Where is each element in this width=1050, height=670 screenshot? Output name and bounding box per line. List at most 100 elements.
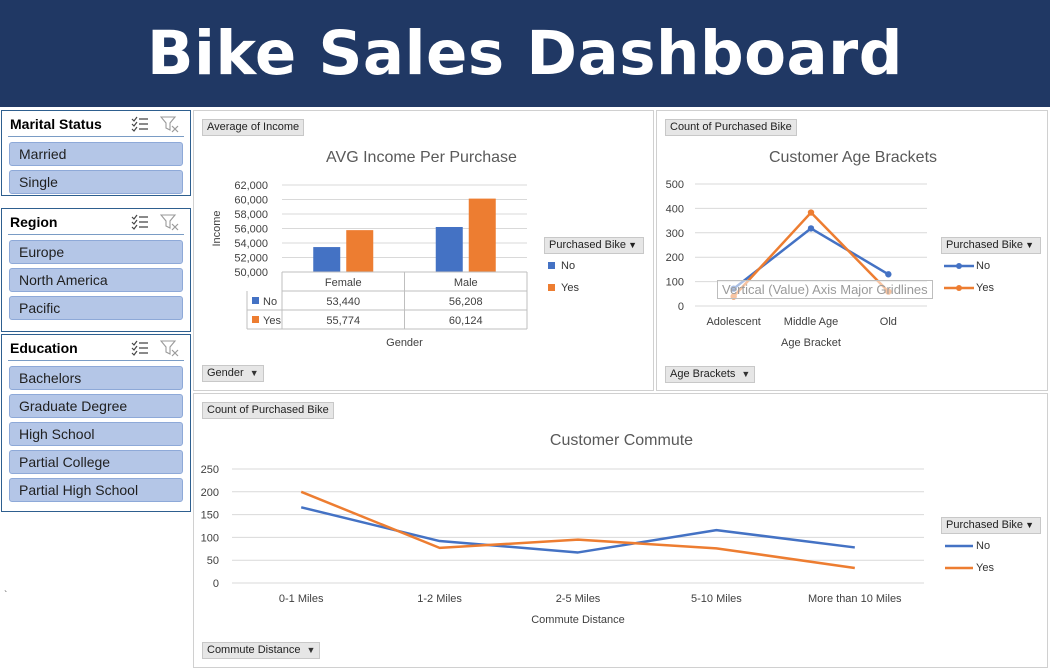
y-tick-label: 50,000 — [234, 267, 268, 279]
y-tick-label: 100 — [201, 532, 219, 544]
commute-chart-panel: Count of Purchased Bike Customer Commute… — [193, 393, 1048, 668]
y-tick-label: 60,000 — [234, 195, 268, 207]
bar-yes — [346, 230, 374, 272]
slicer-item-graduate-degree[interactable]: Graduate Degree — [9, 394, 183, 418]
y-tick-label: 0 — [213, 578, 219, 590]
y-tick-label: 400 — [666, 203, 684, 215]
clear-filter-icon[interactable] — [160, 213, 180, 231]
table-value: 55,774 — [326, 315, 360, 327]
dashboard-banner: Bike Sales Dashboard — [0, 0, 1050, 107]
y-tick-label: 62,000 — [234, 180, 268, 192]
value-field-button[interactable]: Count of Purchased Bike — [202, 402, 334, 419]
dashboard-title: Bike Sales Dashboard — [147, 18, 903, 89]
value-field-button[interactable]: Count of Purchased Bike — [665, 119, 797, 136]
slicer-education: Education Bachelors Graduate Degree High… — [1, 334, 191, 512]
x-category-label: Middle Age — [784, 316, 838, 328]
table-value: 56,208 — [449, 296, 483, 308]
dropdown-arrow-icon: ▼ — [1025, 520, 1034, 530]
income-bar-chart: 50,000 52,000 54,000 56,000 58,000 60,000 62,0… — [211, 180, 528, 349]
legend-line-icon — [944, 263, 974, 270]
bar-no — [313, 247, 341, 272]
y-tick-label: 200 — [201, 487, 219, 499]
dropdown-arrow-icon: ▼ — [628, 240, 637, 250]
stray-mark: ` — [4, 590, 8, 601]
y-tick-label: 500 — [666, 179, 684, 191]
chart-title: Customer Commute — [549, 432, 694, 449]
multi-select-icon[interactable] — [130, 115, 150, 133]
legend-item-yes: Yes — [548, 282, 579, 294]
x-axis-title: Commute Distance — [531, 614, 625, 626]
multi-select-icon[interactable] — [130, 339, 150, 357]
hover-tooltip: Vertical (Value) Axis Major Gridlines — [717, 280, 933, 299]
x-category-label: Female — [325, 277, 362, 289]
y-tick-label: 56,000 — [234, 224, 268, 236]
legend-field-button[interactable]: Purchased Bike ▼ — [941, 237, 1041, 254]
x-axis-title: Gender — [386, 337, 423, 349]
chart-title: AVG Income Per Purchase — [326, 149, 517, 166]
x-category-label: 1-2 Miles — [417, 593, 462, 605]
slicer-item-partial-high-school[interactable]: Partial High School — [9, 478, 183, 502]
legend-label: Yes — [561, 282, 579, 294]
dropdown-arrow-icon: ▼ — [1025, 240, 1034, 250]
legend-line-icon — [945, 544, 973, 548]
slicer-header: Education — [8, 335, 184, 361]
legend-field-button[interactable]: Purchased Bike ▼ — [544, 237, 644, 254]
slicer-marital-status: Marital Status Married Single — [1, 110, 191, 196]
slicer-header: Region — [8, 209, 184, 235]
table-value: 53,440 — [326, 296, 360, 308]
legend-swatch-icon — [548, 262, 555, 269]
legend-label: Yes — [976, 562, 994, 574]
table-legend-key — [252, 316, 259, 323]
dropdown-arrow-icon: ▼ — [741, 369, 751, 379]
slicer-item-pacific[interactable]: Pacific — [9, 296, 183, 320]
chart-title: Customer Age Brackets — [768, 149, 938, 166]
legend-title: Purchased Bike — [946, 239, 1024, 251]
y-tick-label: 150 — [201, 510, 219, 522]
value-field-button[interactable]: Average of Income — [202, 119, 305, 136]
table-row-label: No — [263, 296, 277, 308]
legend-item-no: No — [945, 540, 990, 552]
commute-line-chart: 0 50 100 150 200 250 0-1 Miles 1-2 Miles 2-5 Mil… — [201, 464, 924, 626]
legend-label: No — [976, 260, 991, 272]
x-category-label: Old — [880, 316, 897, 328]
y-tick-label: 100 — [666, 277, 684, 289]
slicer-item-north-america[interactable]: North America — [9, 268, 183, 292]
table-value: 60,124 — [449, 315, 483, 327]
y-tick-label: 0 — [678, 301, 684, 313]
multi-select-icon[interactable] — [130, 213, 150, 231]
slicer-item-single[interactable]: Single — [9, 170, 183, 194]
clear-filter-icon[interactable] — [160, 115, 180, 133]
dropdown-arrow-icon: ▼ — [306, 645, 316, 655]
bar-no — [435, 226, 463, 272]
legend-field-button[interactable]: Purchased Bike ▼ — [941, 517, 1041, 534]
slicer-item-partial-college[interactable]: Partial College — [9, 450, 183, 474]
y-tick-label: 250 — [201, 464, 219, 476]
table-row-label: Yes — [263, 315, 281, 327]
slicer-item-high-school[interactable]: High School — [9, 422, 183, 446]
clear-filter-icon[interactable] — [160, 339, 180, 357]
series-line-no — [300, 506, 855, 554]
legend-label: Yes — [976, 282, 994, 294]
y-tick-label: 200 — [666, 252, 684, 264]
slicer-item-europe[interactable]: Europe — [9, 240, 183, 264]
legend-item-no: No — [944, 260, 990, 272]
y-axis-title: Income — [211, 210, 223, 246]
data-point-no — [885, 271, 892, 278]
legend-line-icon — [945, 566, 973, 570]
axis-field-button[interactable]: Commute Distance ▼ — [202, 642, 321, 659]
x-category-label: More than 10 Miles — [808, 593, 902, 605]
y-tick-label: 50 — [207, 555, 219, 567]
legend-label: No — [561, 260, 576, 272]
legend-swatch-icon — [548, 284, 555, 291]
slicer-item-bachelors[interactable]: Bachelors — [9, 366, 183, 390]
axis-field-button[interactable]: Gender ▼ — [202, 365, 264, 382]
slicer-title: Education — [10, 340, 78, 356]
slicer-item-married[interactable]: Married — [9, 142, 183, 166]
slicer-title: Region — [10, 214, 58, 230]
legend-line-icon — [944, 285, 974, 292]
x-axis-title: Age Bracket — [781, 337, 841, 349]
y-tick-label: 52,000 — [234, 253, 268, 265]
slicer-region: Region Europe North America Pacific — [1, 208, 191, 332]
axis-field-button[interactable]: Age Brackets ▼ — [665, 366, 756, 383]
y-tick-label: 58,000 — [234, 209, 268, 221]
